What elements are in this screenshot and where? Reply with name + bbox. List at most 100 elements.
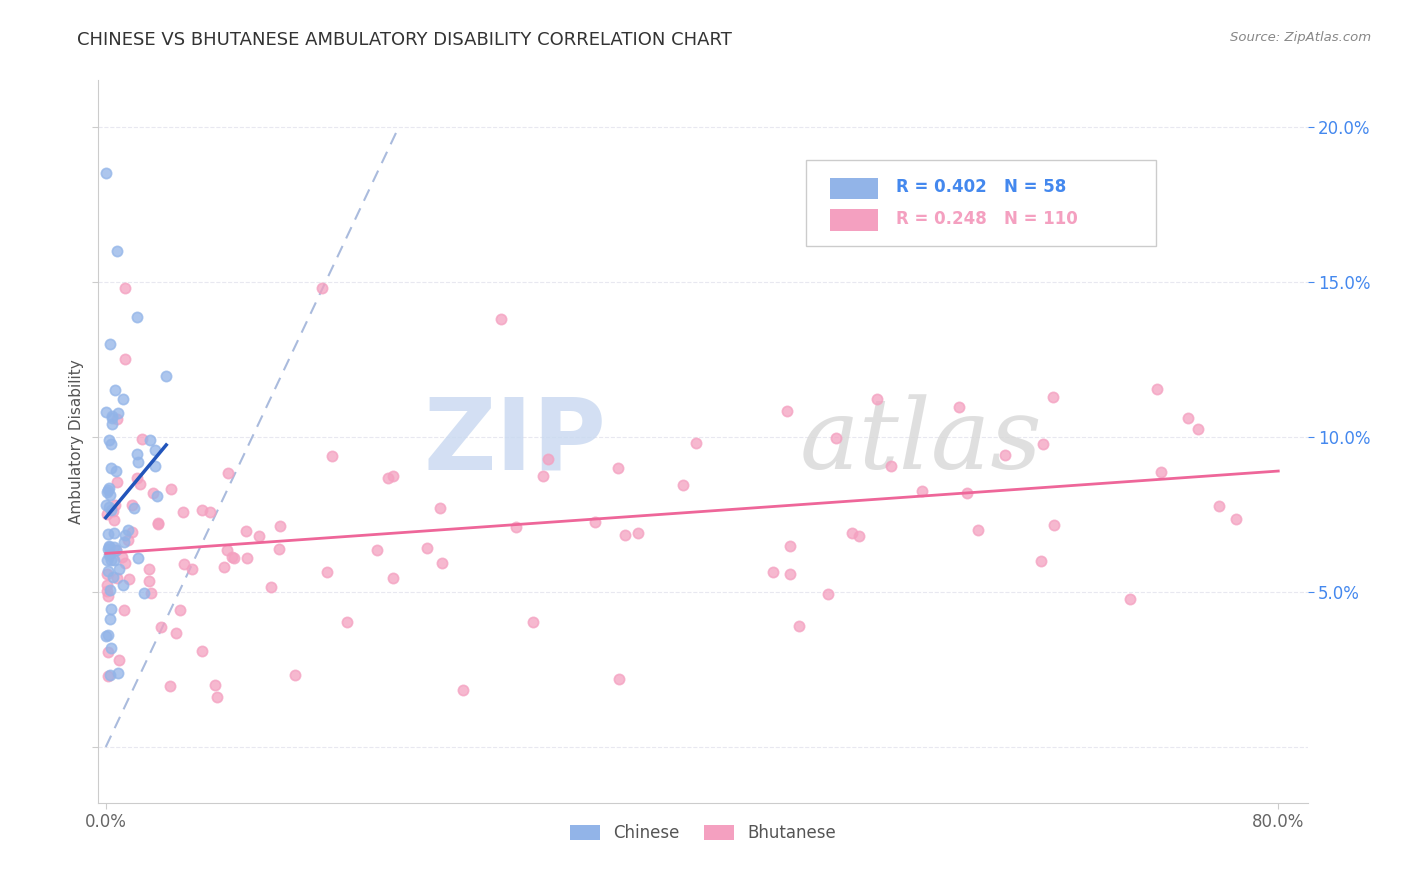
Point xyxy=(321,449,343,463)
Point xyxy=(139,433,162,447)
Y-axis label: Ambulatory Disability: Ambulatory Disability xyxy=(69,359,84,524)
Point xyxy=(583,516,606,530)
Point xyxy=(97,589,120,603)
Point xyxy=(841,525,863,540)
Point xyxy=(112,534,135,549)
Point xyxy=(117,523,139,537)
Point xyxy=(284,668,307,682)
Point xyxy=(160,483,183,497)
Point xyxy=(366,543,388,558)
Point xyxy=(100,503,122,517)
Text: atlas: atlas xyxy=(800,394,1042,489)
Point xyxy=(505,519,527,533)
Point xyxy=(100,553,122,567)
Point xyxy=(1150,465,1173,479)
Point xyxy=(311,281,333,295)
Point xyxy=(204,678,226,692)
Point xyxy=(224,550,246,565)
Point xyxy=(105,543,128,558)
Point xyxy=(235,524,257,538)
FancyBboxPatch shape xyxy=(806,160,1157,246)
Text: Source: ZipAtlas.com: Source: ZipAtlas.com xyxy=(1230,31,1371,45)
Point xyxy=(181,562,204,576)
Point xyxy=(429,501,451,516)
Point xyxy=(381,469,404,483)
Point xyxy=(377,471,399,485)
Point xyxy=(127,310,149,324)
Point xyxy=(112,392,135,406)
Point xyxy=(98,539,121,553)
Point xyxy=(127,471,149,485)
Point xyxy=(260,580,283,594)
Point xyxy=(825,431,848,445)
Point xyxy=(948,401,970,415)
Point xyxy=(146,516,169,530)
Point xyxy=(97,434,120,448)
Point xyxy=(416,541,439,555)
Point xyxy=(127,455,149,469)
Point xyxy=(141,486,163,500)
Point xyxy=(143,458,166,473)
Text: ZIP: ZIP xyxy=(423,393,606,490)
Point xyxy=(112,577,135,591)
Point xyxy=(104,498,127,512)
Point xyxy=(111,549,134,564)
Point xyxy=(1187,422,1209,436)
Point xyxy=(118,573,141,587)
Point xyxy=(776,404,799,418)
Point xyxy=(207,690,229,704)
Point xyxy=(114,352,136,367)
Point xyxy=(105,543,128,558)
Point xyxy=(132,586,155,600)
Point xyxy=(97,645,120,659)
Point xyxy=(103,553,125,567)
Point xyxy=(96,629,118,643)
Point xyxy=(122,501,145,516)
Point xyxy=(96,584,118,599)
Point xyxy=(685,436,707,450)
Point xyxy=(1042,390,1064,404)
Point xyxy=(105,571,128,585)
Point xyxy=(911,483,934,498)
Point xyxy=(531,468,554,483)
Point xyxy=(1146,382,1168,396)
Text: R = 0.402   N = 58: R = 0.402 N = 58 xyxy=(897,178,1067,196)
Point xyxy=(103,504,125,518)
Point xyxy=(96,166,118,180)
Point xyxy=(172,505,194,519)
Point xyxy=(98,668,121,682)
Point xyxy=(101,411,124,425)
Point xyxy=(451,682,474,697)
Point xyxy=(100,417,122,431)
Point xyxy=(173,557,195,571)
Point xyxy=(269,518,291,533)
Point xyxy=(138,562,160,576)
Point xyxy=(159,679,181,693)
Point xyxy=(96,578,118,592)
Point xyxy=(138,574,160,589)
Point xyxy=(994,448,1017,462)
Point xyxy=(98,540,121,554)
Point xyxy=(1032,437,1054,451)
Point xyxy=(104,464,127,478)
Point xyxy=(114,281,136,295)
Point xyxy=(105,412,128,426)
Point xyxy=(1177,411,1199,425)
Point xyxy=(98,548,121,562)
Point xyxy=(614,528,637,542)
Point xyxy=(103,540,125,554)
Point xyxy=(522,615,544,630)
Point xyxy=(98,500,121,515)
Point xyxy=(96,553,118,567)
Point xyxy=(108,561,131,575)
Point xyxy=(198,505,221,519)
Point xyxy=(215,542,238,557)
Point xyxy=(107,406,129,420)
Point xyxy=(1029,554,1052,568)
Point xyxy=(114,528,136,542)
Point xyxy=(956,486,979,500)
Point xyxy=(127,447,149,461)
Point xyxy=(98,547,121,561)
Point xyxy=(191,644,214,658)
Point xyxy=(97,541,120,556)
